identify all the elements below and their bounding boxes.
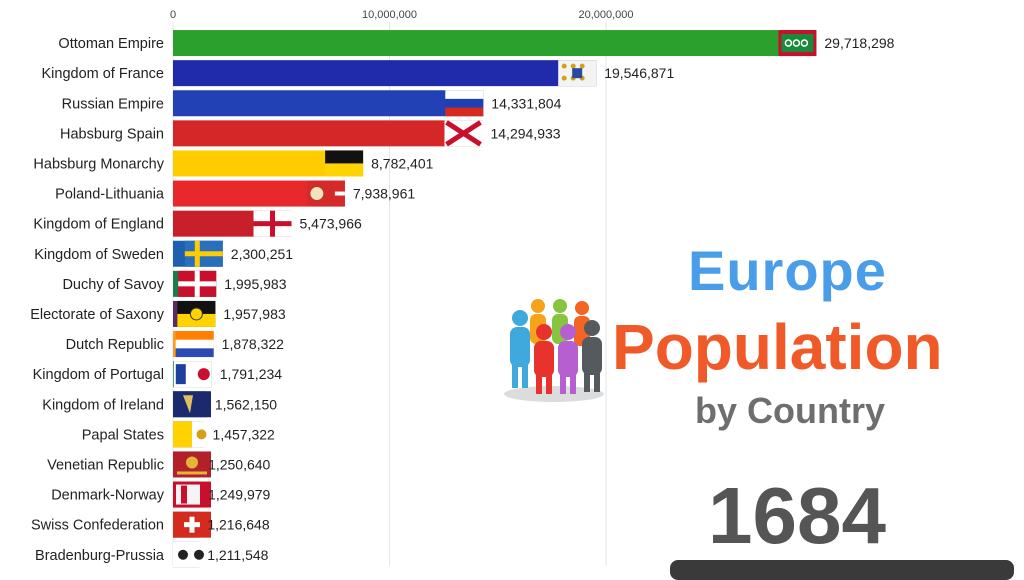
value-label: 1,457,322 — [213, 426, 275, 442]
category-label: Russian Empire — [62, 96, 164, 112]
value-label: 8,782,401 — [371, 155, 433, 171]
value-label: 1,995,983 — [224, 276, 286, 292]
swiss-flag-icon — [173, 511, 211, 538]
value-label: 1,562,150 — [215, 396, 277, 412]
value-label: 1,878,322 — [222, 336, 284, 352]
value-label: 19,546,871 — [604, 65, 674, 81]
x-tick-label: 0 — [170, 9, 176, 21]
spain-flag-icon — [444, 120, 483, 147]
prussia-flag-icon — [173, 541, 211, 568]
denmark-flag-icon — [173, 481, 211, 508]
chart-title-line2: Population — [612, 311, 943, 383]
chart-title-line1: Europe — [688, 239, 887, 302]
venice-flag-icon — [173, 451, 211, 478]
value-label: 1,216,648 — [207, 517, 269, 533]
category-label: Kingdom of France — [41, 66, 164, 82]
france-flag-icon — [558, 60, 597, 87]
x-tick-label: 20,000,000 — [578, 9, 633, 21]
sweden-flag-icon — [184, 240, 223, 267]
x-tick-label: 10,000,000 — [362, 9, 417, 21]
category-label: Electorate of Saxony — [30, 307, 165, 323]
people-group-icon — [498, 296, 610, 413]
category-label: Kingdom of Ireland — [42, 397, 164, 413]
video-scrub-bar[interactable] — [670, 560, 1014, 580]
category-label: Dutch Republic — [66, 337, 164, 353]
value-label: 5,473,966 — [300, 216, 362, 232]
value-label: 14,294,933 — [490, 125, 560, 141]
category-label: Swiss Confederation — [31, 518, 164, 534]
category-label: Bradenburg-Prussia — [35, 548, 165, 564]
value-label: 1,249,979 — [208, 487, 270, 503]
category-label: Habsburg Spain — [60, 126, 164, 142]
portugal-flag-icon — [173, 361, 212, 388]
habsburg-flag-icon — [325, 150, 364, 177]
value-label: 1,250,640 — [208, 456, 270, 472]
bar — [173, 120, 483, 147]
category-label: Habsburg Monarchy — [33, 156, 164, 172]
ottoman-flag-icon — [778, 30, 817, 57]
category-label: Kingdom of Sweden — [34, 247, 164, 263]
category-label: Papal States — [82, 427, 164, 443]
papal-flag-icon — [173, 421, 211, 448]
poland-flag-icon — [306, 180, 345, 207]
category-label: Ottoman Empire — [58, 36, 164, 52]
category-label: Venetian Republic — [47, 457, 164, 473]
category-label: Poland-Lithuania — [55, 187, 165, 203]
value-label: 1,211,548 — [207, 547, 268, 563]
dutch-flag-icon — [175, 331, 214, 358]
russia-flag-icon — [445, 90, 484, 117]
chart-subtitle: by Country — [695, 390, 886, 431]
value-label: 7,938,961 — [353, 186, 415, 202]
bar — [173, 90, 484, 117]
value-label: 1,791,234 — [220, 366, 282, 382]
value-label: 14,331,804 — [491, 95, 561, 111]
savoy-flag-icon — [178, 270, 217, 297]
category-label: Duchy of Savoy — [62, 277, 164, 293]
value-label: 2,300,251 — [231, 246, 293, 262]
value-label: 1,957,983 — [223, 306, 285, 322]
value-label: 29,718,298 — [824, 35, 894, 51]
bar — [173, 30, 817, 57]
category-label: Denmark-Norway — [51, 488, 165, 504]
category-label: Kingdom of England — [33, 217, 164, 233]
year-label: 1684 — [708, 471, 886, 560]
england-flag-icon — [253, 210, 292, 237]
saxony-flag-icon — [177, 300, 216, 327]
category-label: Kingdom of Portugal — [33, 367, 164, 383]
ireland-flag-icon — [173, 391, 211, 418]
bar — [173, 60, 597, 87]
